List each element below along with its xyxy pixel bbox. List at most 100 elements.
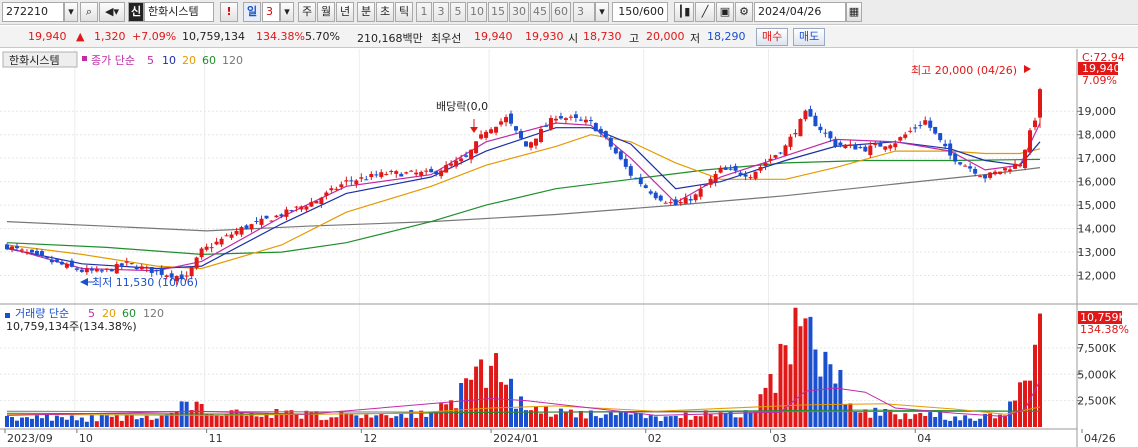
volume-bar: [94, 421, 99, 427]
volume-bar: [768, 374, 773, 427]
period-multiplier-field[interactable]: 3: [262, 2, 280, 22]
alert-button[interactable]: !: [220, 2, 238, 22]
period-month-tab[interactable]: 월: [317, 2, 335, 22]
volume-bar: [474, 366, 479, 427]
best-quote-label: 최우선: [431, 32, 462, 45]
current-volume-tag: 10,759K: [1080, 311, 1126, 324]
candle-body: [164, 275, 169, 277]
minute-45-button[interactable]: 45: [530, 2, 550, 22]
volume-bar: [299, 418, 304, 427]
volume-bar: [484, 387, 489, 427]
volume-bar: [479, 359, 484, 427]
code-dropdown-button[interactable]: ▾: [64, 2, 78, 22]
candle-body: [563, 118, 568, 120]
candle-body: [593, 123, 598, 132]
stock-name-field[interactable]: 한화시스템: [144, 2, 214, 22]
draw-tool-button[interactable]: ╱: [695, 2, 715, 22]
volume-bar: [793, 307, 798, 427]
volume-bar: [813, 349, 818, 427]
minute-10-label: 10: [470, 5, 484, 18]
chevron-down-icon: ▾: [68, 5, 74, 18]
chart-background: [0, 49, 1138, 447]
candle-body: [69, 260, 74, 267]
minute-30-button[interactable]: 30: [509, 2, 529, 22]
volume-bar: [449, 400, 454, 427]
volume-tick-label: 2,500K: [1077, 395, 1116, 408]
candle-body: [329, 188, 334, 191]
period-week-tab[interactable]: 주: [298, 2, 316, 22]
indicator-button[interactable]: ┃▮: [674, 2, 694, 22]
candle-body: [319, 197, 324, 205]
sound-button[interactable]: ◀▾: [99, 2, 125, 22]
volume-bar: [983, 413, 988, 427]
open-price: 18,730: [583, 30, 622, 43]
minute-5-button[interactable]: 5: [450, 2, 466, 22]
stock-code-input[interactable]: 272210: [2, 2, 64, 22]
volume-bar: [623, 411, 628, 427]
bar-count-field[interactable]: 150/600: [612, 2, 668, 22]
speaker-icon: ◀▾: [105, 5, 119, 18]
candle-body: [1008, 169, 1013, 172]
period-second-tab[interactable]: 초: [376, 2, 394, 22]
volume-bar: [434, 412, 439, 427]
minute-3-button[interactable]: 3: [433, 2, 449, 22]
candle-body: [908, 130, 913, 132]
minute-1-button[interactable]: 1: [416, 2, 432, 22]
trend-line-icon: ╱: [701, 5, 709, 18]
candle-body: [528, 142, 533, 148]
volume-bar: [124, 415, 129, 427]
candle-body: [923, 120, 928, 125]
candle-body: [728, 168, 733, 170]
volume-bar: [369, 417, 374, 427]
candle-body: [978, 176, 983, 178]
period-tick-tab[interactable]: 틱: [395, 2, 413, 22]
period-dropdown-button[interactable]: ▾: [280, 2, 294, 22]
volume-bar: [159, 415, 164, 427]
candle-body: [154, 269, 159, 272]
stock-chart[interactable]: 12,000 13,000 14,000 15,000 16,000 17,000 18,0…: [0, 49, 1138, 447]
volume-bar: [229, 410, 234, 427]
legend-stock-box[interactable]: [2, 51, 78, 68]
period-year-tab[interactable]: 년: [336, 2, 354, 22]
volume-bar: [853, 411, 858, 427]
save-button[interactable]: ▣: [716, 2, 734, 22]
volume-bar: [469, 379, 474, 427]
volume-bar: [189, 410, 194, 427]
custom-period-field[interactable]: 3: [573, 2, 595, 22]
volume-bar: [284, 410, 289, 427]
volume-bar: [374, 415, 379, 427]
volume-bar: [643, 418, 648, 427]
volume-bar: [893, 414, 898, 427]
volume-bar: [543, 406, 548, 427]
search-button[interactable]: ⌕: [80, 2, 98, 22]
buy-button[interactable]: 매수: [756, 28, 789, 46]
date-axis-ticks: 2023/09 10 11 12 2024/01 02 03 04 04/26: [4, 429, 1116, 445]
candle-body: [324, 192, 329, 196]
candle-body: [943, 143, 948, 147]
candle-body: [843, 144, 848, 149]
settings-button[interactable]: ⚙: [735, 2, 753, 22]
minute-15-button[interactable]: 15: [488, 2, 508, 22]
minute-60-button[interactable]: 60: [551, 2, 571, 22]
volume-bar: [818, 376, 823, 427]
candle-body: [673, 199, 678, 206]
custom-period-dropdown[interactable]: ▾: [595, 2, 609, 22]
period-minute-tab[interactable]: 분: [357, 2, 375, 22]
volume-bar: [444, 404, 449, 427]
minute-45-label: 45: [533, 5, 547, 18]
candle-body: [449, 163, 454, 166]
calendar-button[interactable]: ▦: [846, 2, 862, 22]
low-label: 저: [690, 32, 701, 45]
candle-body: [519, 131, 524, 139]
stock-code: 272210: [6, 5, 48, 18]
candle-body: [504, 117, 509, 123]
sell-button[interactable]: 매도: [793, 28, 826, 46]
date-field[interactable]: 2024/04/26: [754, 2, 846, 22]
volume-bar: [14, 420, 19, 427]
minute-10-button[interactable]: 10: [467, 2, 487, 22]
candle-body: [798, 119, 803, 137]
candle-body: [369, 173, 374, 178]
volume-bar: [314, 411, 319, 427]
period-day-tab[interactable]: 일: [243, 2, 261, 22]
volume-bar: [798, 326, 803, 427]
